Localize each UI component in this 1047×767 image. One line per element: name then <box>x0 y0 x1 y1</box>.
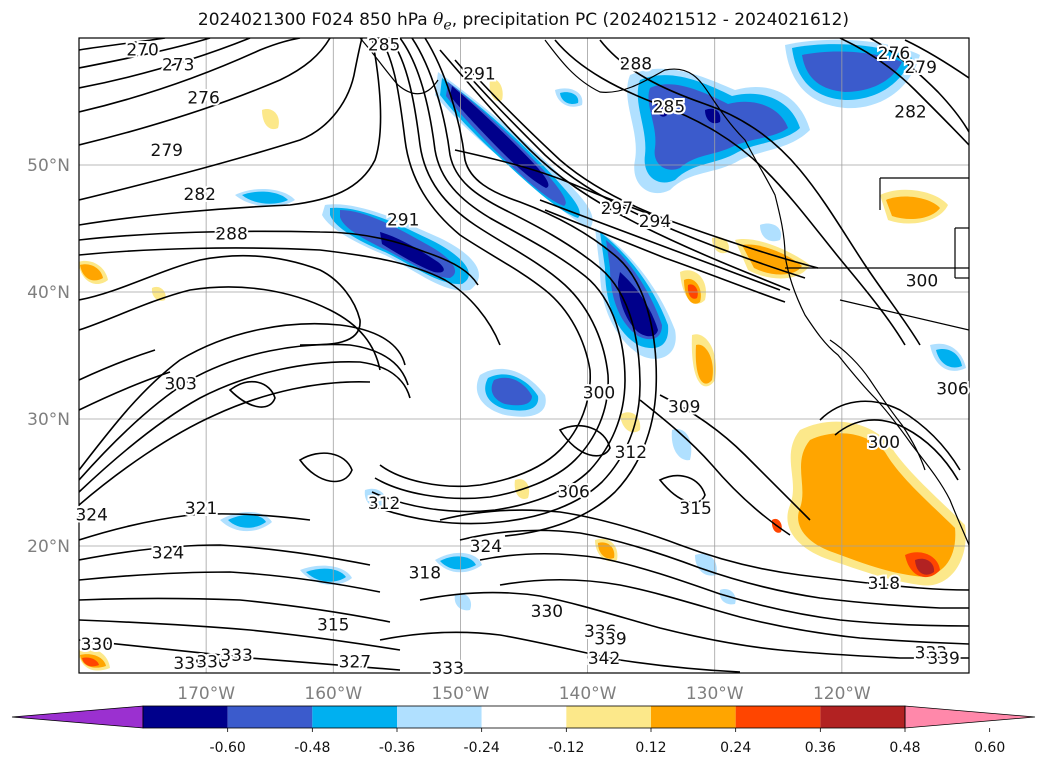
contour-label: 327 <box>339 653 371 673</box>
contour-label: 273 <box>162 56 194 76</box>
contour-label: 342 <box>588 649 620 669</box>
lat-tick-label: 50°N <box>27 156 70 176</box>
lat-tick-label: 40°N <box>27 283 70 303</box>
contour-label: 300 <box>583 383 615 403</box>
contour-label: 291 <box>387 211 419 231</box>
contour-label: 324 <box>152 543 184 563</box>
contour-label: 288 <box>215 225 247 245</box>
contour-label: 330 <box>81 635 113 655</box>
colorbar-tick-labels: -0.60 -0.48 -0.36 -0.24 -0.12 0.12 0.24 0.36 0.4… <box>210 728 1005 756</box>
contour-label: 306 <box>936 380 968 400</box>
colorbar-tick-label: 0.48 <box>889 740 920 756</box>
colorbar-tick-label: 0.60 <box>974 740 1005 756</box>
colorbar-extend-high <box>904 705 1036 729</box>
contour-label: 318 <box>868 574 900 594</box>
colorbar-extend-low <box>11 705 144 729</box>
contour-label: 282 <box>894 103 926 123</box>
contour-label: 312 <box>615 443 647 463</box>
contour-label: 333 <box>431 659 463 679</box>
contour-label: 318 <box>409 564 441 584</box>
colorbar-box <box>481 706 567 728</box>
colorbar-box <box>651 706 736 728</box>
contour-label: 306 <box>557 482 589 502</box>
contour-label: 276 <box>187 89 219 109</box>
colorbar-box <box>227 706 313 728</box>
contour-label: 315 <box>679 499 711 519</box>
colorbar-box <box>397 706 482 728</box>
colorbar-tick-label: 0.12 <box>635 740 666 756</box>
contour-label: 276 <box>878 44 910 64</box>
latitude-labels: 50°N 40°N 30°N 20°N <box>27 156 70 557</box>
lon-tick-label: 120°W <box>813 684 871 704</box>
lon-tick-label: 160°W <box>304 684 362 704</box>
lat-tick-label: 20°N <box>27 537 70 557</box>
colorbar-tick-label: -0.48 <box>294 740 330 756</box>
colorbar-tick-label: 0.36 <box>805 740 836 756</box>
lat-tick-label: 30°N <box>27 410 70 430</box>
contour-labels: 2702732762792822882852912912882852972942… <box>73 33 970 681</box>
contour-label: 291 <box>463 65 495 85</box>
contour-label: 336 <box>584 622 616 642</box>
contour-label: 324 <box>75 505 107 525</box>
contour-label: 300 <box>868 433 900 453</box>
contour-label: 321 <box>185 499 217 519</box>
precipitation-shading <box>79 39 966 671</box>
map-frame <box>78 37 970 674</box>
contour-label: 285 <box>368 35 400 55</box>
colorbar-frame <box>142 705 906 729</box>
contour-label: 315 <box>317 616 349 636</box>
contour-label: 309 <box>668 397 700 417</box>
lon-tick-label: 170°W <box>177 684 235 704</box>
colorbar-tick-label: -0.60 <box>210 740 246 756</box>
contour-label: 336 <box>196 653 228 673</box>
colorbar-box <box>143 706 228 728</box>
contour-label: 270 <box>126 40 158 60</box>
contour-label: 330 <box>531 602 563 622</box>
lon-tick-label: 150°W <box>432 684 490 704</box>
contour-label: 282 <box>184 185 216 205</box>
contour-label: 279 <box>904 58 936 78</box>
contour-label: 294 <box>639 212 671 232</box>
contour-label: 297 <box>601 199 633 219</box>
contour-label: 312 <box>368 494 400 514</box>
colorbar-tick-label: -0.24 <box>464 740 500 756</box>
colorbar-tick-label: -0.36 <box>379 740 415 756</box>
contour-label: 339 <box>594 630 626 650</box>
contour-label: 339 <box>927 649 959 669</box>
coastlines <box>359 38 969 546</box>
contour-label: 333 <box>220 646 252 666</box>
theta-e-contours <box>79 38 969 673</box>
contour-label: 288 <box>620 54 652 74</box>
colorbar-box <box>566 706 651 728</box>
colorbar <box>11 705 1036 729</box>
contour-label: 339 <box>173 654 205 674</box>
colorbar-tick-label: 0.24 <box>720 740 751 756</box>
colorbar-box <box>312 706 397 728</box>
contour-label: 333 <box>915 644 947 664</box>
contour-label: 285 <box>653 98 685 118</box>
contour-label: 324 <box>470 537 502 557</box>
colorbar-box <box>735 706 821 728</box>
colorbar-box <box>820 706 905 728</box>
longitude-labels: 170°W 160°W 150°W 140°W 130°W 120°W <box>177 684 871 704</box>
contour-label: 279 <box>151 141 183 161</box>
lon-tick-label: 140°W <box>559 684 617 704</box>
contour-label: 303 <box>164 374 196 394</box>
contour-label: 300 <box>906 272 938 292</box>
lon-tick-label: 130°W <box>686 684 744 704</box>
colorbar-tick-label: -0.12 <box>548 740 584 756</box>
map-title: 2024021300 F024 850 hPa θe, precipitatio… <box>197 10 850 34</box>
